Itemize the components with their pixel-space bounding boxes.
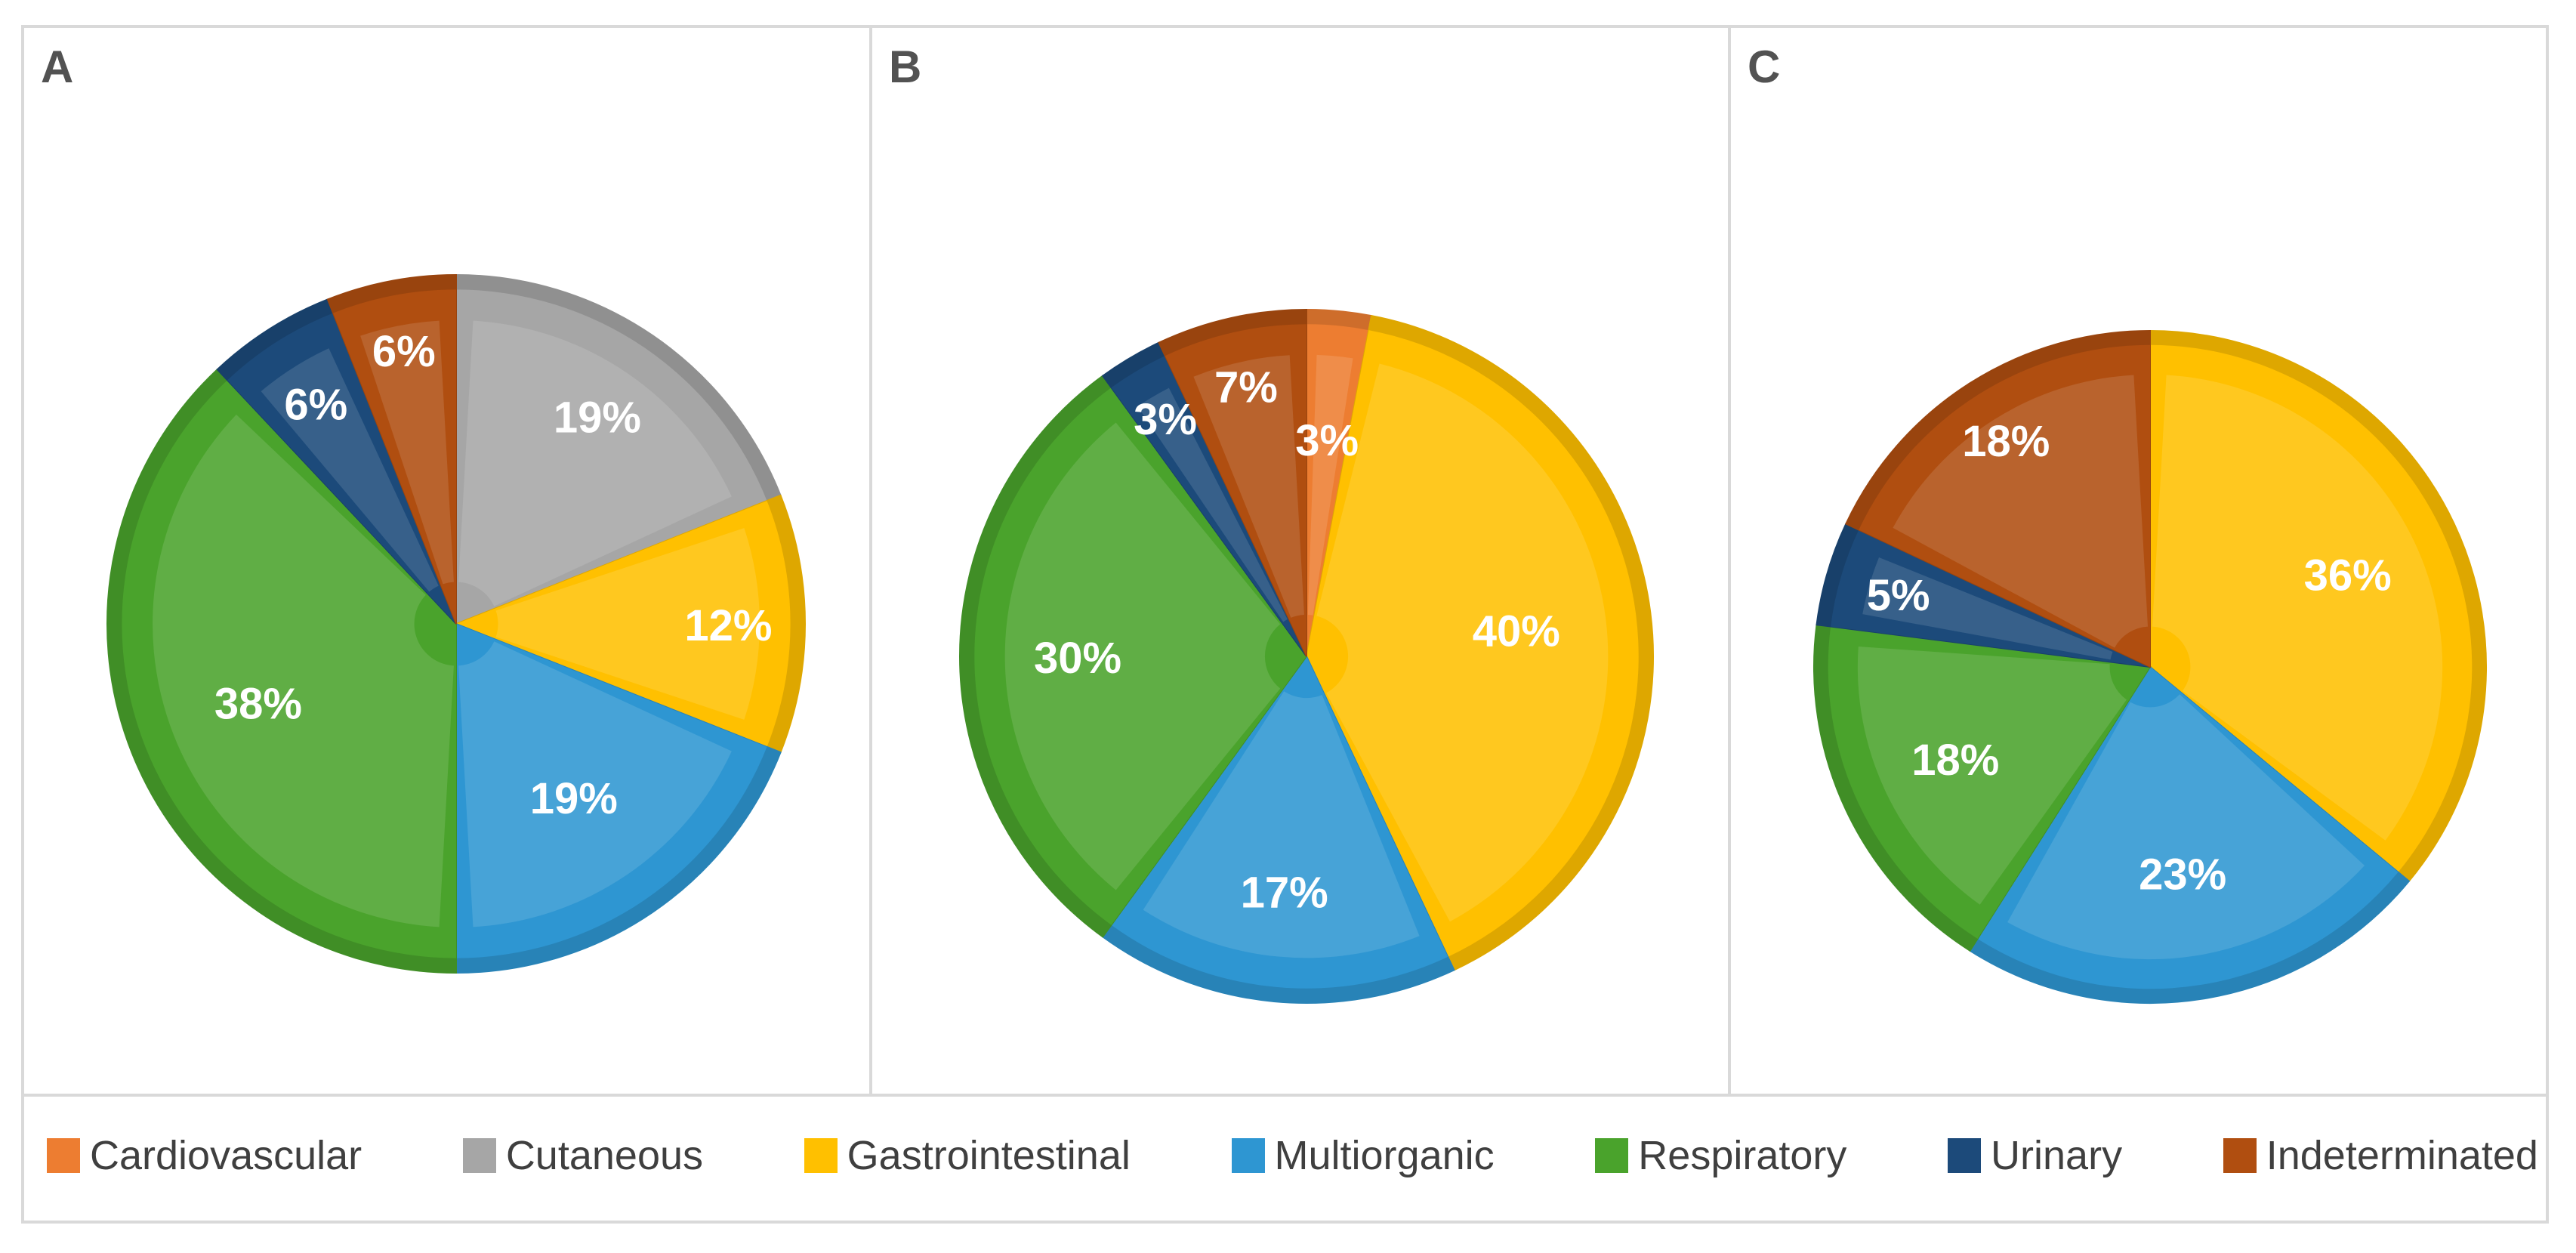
legend-label: Indeterminated <box>2266 1133 2538 1178</box>
panel-divider <box>1728 28 1731 1094</box>
pie-slice-indeterminated <box>1158 308 1307 657</box>
pie-slice-urinary <box>1816 523 2151 668</box>
pie-slice-respiratory <box>959 375 1308 938</box>
slice-bevel-highlight <box>458 641 732 927</box>
legend-item-urinary: Urinary <box>1948 1135 2122 1176</box>
slice-value-label: 3% <box>1134 395 1197 444</box>
legend-label: Multiorganic <box>1274 1133 1495 1178</box>
legend-swatch-icon <box>1595 1138 1629 1173</box>
legend-label: Urinary <box>1991 1133 2123 1178</box>
slice-bevel-highlight <box>360 320 454 585</box>
slice-value-label: 7% <box>1214 363 1278 412</box>
slice-value-label: 40% <box>1473 607 1560 656</box>
slice-bevel-highlight <box>1307 354 1353 616</box>
pie-slice-indeterminated <box>1845 329 2151 668</box>
slice-bevel-highlight <box>1893 375 2149 648</box>
slice-bevel-highlight <box>1862 557 2113 660</box>
legend-label: Gastrointestinal <box>847 1133 1131 1178</box>
pie-slice-multiorganic <box>1101 655 1455 1004</box>
pie-chart-a: 19% 12% 19% 38% 6% 6% <box>106 273 807 974</box>
pie-slice-urinary <box>216 298 457 625</box>
legend-label: Respiratory <box>1638 1133 1847 1178</box>
slice-value-label: 18% <box>1911 736 1999 785</box>
slice-value-label: 3% <box>1295 416 1359 465</box>
slice-bevel-highlight <box>2007 694 2365 960</box>
slice-bevel-highlight <box>1193 355 1304 618</box>
pie-slice-gastrointestinal <box>2149 329 2487 883</box>
legend: Cardiovascular Cutaneous Gastrointestinal M… <box>24 1094 2546 1214</box>
legend-item-cardiovascular: Cardiovascular <box>47 1135 362 1176</box>
legend-label: Cutaneous <box>505 1133 704 1178</box>
slice-bevel-highlight <box>1857 646 2127 905</box>
panel-label-c: C <box>1748 42 1781 92</box>
legend-swatch-icon <box>47 1138 80 1173</box>
slice-bevel-highlight <box>458 320 732 606</box>
slice-value-label: 5% <box>1867 571 1930 620</box>
slice-bevel-highlight <box>1137 387 1288 622</box>
pie-slice-urinary <box>1101 341 1307 657</box>
slice-value-label: 36% <box>2304 551 2392 600</box>
pie-chart-b: 3% 40% 17% 30% 3% 7% <box>959 308 1654 1004</box>
slice-value-label: 38% <box>214 680 302 729</box>
figure-frame: A 19% 12% 19% 38% 6% 6% B 3% 40% 17% 30% 3% 7% C 3… <box>21 25 2549 1224</box>
pie-chart-c: 36% 23% 18% 5% 18% <box>1813 329 2487 1004</box>
slice-value-label: 30% <box>1034 634 1121 683</box>
slice-value-label: 23% <box>2139 850 2226 899</box>
slice-body <box>1831 529 2150 667</box>
legend-item-respiratory: Respiratory <box>1595 1135 1846 1176</box>
slice-bevel-highlight <box>495 528 760 720</box>
chart-panels-row: A 19% 12% 19% 38% 6% 6% B 3% 40% 17% 30% 3% 7% C 3… <box>24 28 2546 1094</box>
slice-bevel-highlight <box>1316 363 1609 922</box>
slice-value-label: 19% <box>554 393 641 443</box>
slice-bevel-highlight <box>1004 422 1281 890</box>
slice-bevel-highlight <box>261 348 439 592</box>
slice-value-label: 12% <box>684 601 772 650</box>
panel-label-b: B <box>889 42 922 92</box>
slice-bevel-highlight <box>2152 375 2443 841</box>
legend-item-gastrointestinal: Gastrointestinal <box>804 1135 1131 1176</box>
slice-bevel-highlight <box>1143 691 1420 958</box>
panel-divider <box>869 28 872 1094</box>
slice-value-label: 6% <box>284 380 347 429</box>
pie-slice-gastrointestinal <box>454 494 807 754</box>
pie-slice-respiratory <box>1813 624 2152 952</box>
slice-bevel-highlight <box>153 414 454 927</box>
chart-panel-b: B 3% 40% 17% 30% 3% 7% <box>872 28 1728 1094</box>
pie-slice-gastrointestinal <box>1305 314 1654 971</box>
pie-slice-multiorganic <box>455 622 782 974</box>
legend-swatch-icon <box>1948 1138 1982 1173</box>
slice-value-label: 6% <box>372 327 436 376</box>
chart-panel-a: A 19% 12% 19% 38% 6% 6% <box>24 28 869 1094</box>
pie-slice-multiorganic <box>1969 665 2411 1004</box>
legend-swatch-icon <box>1231 1138 1265 1173</box>
legend-item-cutaneous: Cutaneous <box>462 1133 704 1178</box>
panel-label-a: A <box>41 42 74 92</box>
slice-value-label: 19% <box>530 774 618 823</box>
legend-label: Cardiovascular <box>90 1133 362 1178</box>
legend-item-indeterminated: Indeterminated <box>2223 1135 2538 1176</box>
legend-swatch-icon <box>804 1138 838 1173</box>
legend-swatch-icon <box>2223 1138 2257 1173</box>
pie-slice-cutaneous <box>455 273 782 625</box>
legend-swatch-icon <box>462 1138 496 1173</box>
legend-item-multiorganic: Multiorganic <box>1231 1133 1495 1178</box>
chart-panel-c: C 36% 23% 18% 5% 18% <box>1731 28 2546 1094</box>
pie-slice-indeterminated <box>326 273 457 625</box>
pie-slice-respiratory <box>106 368 457 974</box>
slice-value-label: 18% <box>1962 417 2050 466</box>
slice-value-label: 17% <box>1241 869 1328 918</box>
